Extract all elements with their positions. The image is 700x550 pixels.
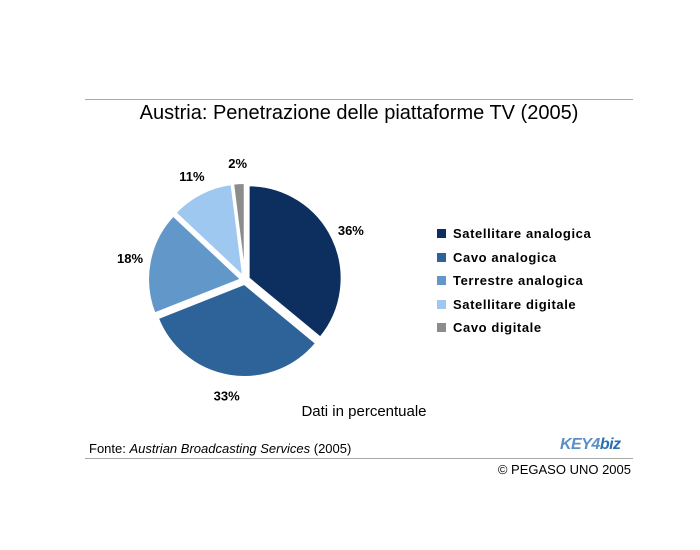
- legend-item: Terrestre analogica: [437, 269, 591, 293]
- key4biz-logo: KEY4biz: [560, 436, 621, 453]
- source-prefix: Fonte:: [89, 441, 130, 456]
- chart-subtitle: Dati in percentuale: [301, 403, 427, 420]
- slice-label-3: 18%: [117, 251, 143, 266]
- top-divider: [85, 99, 633, 100]
- pie-slice-1: [247, 184, 343, 339]
- source-note: Fonte: Austrian Broadcasting Services (2…: [89, 441, 351, 456]
- slice-label-5: 2%: [228, 156, 247, 171]
- legend-item: Cavo analogica: [437, 246, 591, 270]
- legend-label: Satellitare analogica: [453, 226, 592, 242]
- chart-legend: Satellitare analogica Cavo analogica Terre…: [437, 222, 591, 340]
- slice-label-2: 33%: [214, 389, 240, 404]
- legend-swatch: [437, 276, 446, 286]
- legend-swatch: [437, 252, 446, 262]
- legend-item: Cavo digitale: [437, 316, 591, 340]
- legend-label: Cavo analogica: [453, 249, 557, 265]
- slice-label-4: 11%: [179, 169, 205, 184]
- chart-title: Austria: Penetrazione delle piattaforme …: [139, 102, 579, 124]
- source-name: Austrian Broadcasting Services: [129, 441, 311, 456]
- legend-swatch: [437, 323, 446, 333]
- source-suffix: (2005): [310, 441, 352, 456]
- bottom-divider: [85, 458, 633, 459]
- slice-label-1: 36%: [338, 223, 364, 238]
- legend-label: Cavo digitale: [453, 320, 542, 336]
- legend-label: Terrestre analogica: [453, 273, 584, 289]
- legend-swatch: [437, 229, 446, 239]
- legend-item: Satellitare analogica: [437, 222, 591, 246]
- pie-slice-3: [147, 214, 243, 315]
- pie-slice-2: [156, 282, 318, 378]
- pie-slice-5: [231, 182, 246, 277]
- copyright-text: © PEGASO UNO 2005: [497, 462, 631, 477]
- pie-slice-4: [173, 183, 245, 280]
- legend-swatch: [437, 299, 446, 309]
- legend-item: Satellitare digitale: [437, 293, 591, 317]
- legend-label: Satellitare digitale: [453, 296, 577, 312]
